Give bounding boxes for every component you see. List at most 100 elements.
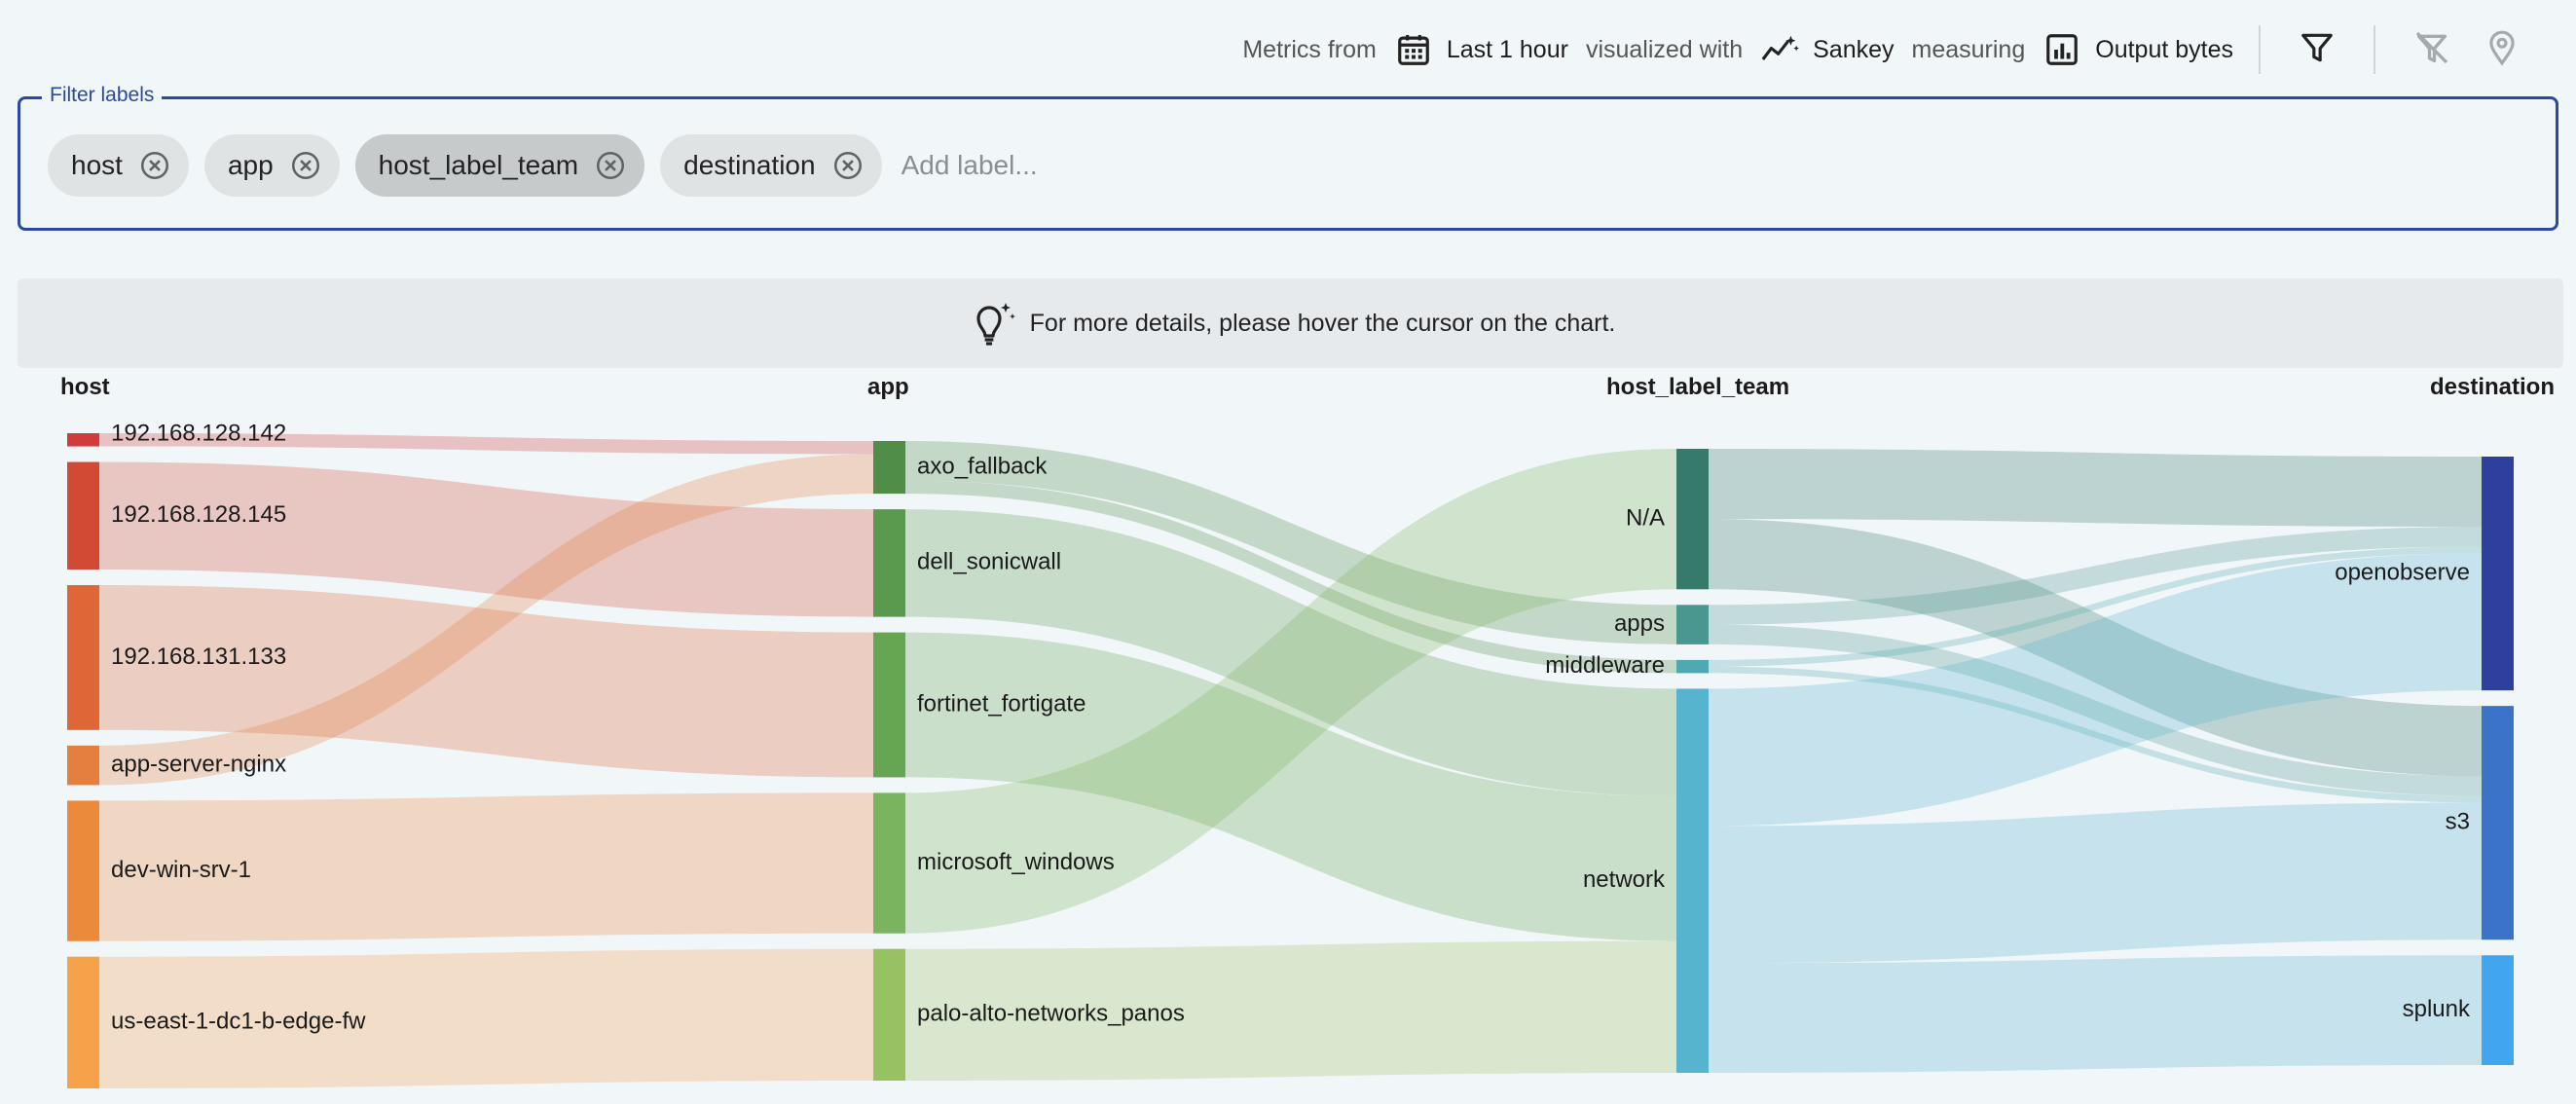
- sankey-link[interactable]: [99, 585, 873, 778]
- sankey-link[interactable]: [1709, 519, 2482, 777]
- sankey-node-s3[interactable]: [2482, 706, 2514, 940]
- sankey-node-us-east-1-dc1-b-edge-fw[interactable]: [67, 956, 99, 1088]
- sankey-node-fortinet_fortigate[interactable]: [873, 632, 905, 778]
- column-header-destination: destination: [2429, 374, 2555, 400]
- sankey-node-network[interactable]: [1676, 688, 1709, 1073]
- remove-chip-icon[interactable]: [594, 149, 627, 182]
- chip-label: host: [71, 150, 123, 180]
- sankey-link[interactable]: [905, 480, 1676, 674]
- sankey-link[interactable]: [1709, 546, 2482, 667]
- sankey-node-192.168.128.145[interactable]: [67, 461, 99, 570]
- sankey-node-axo_fallback[interactable]: [873, 441, 905, 495]
- remove-chip-icon[interactable]: [138, 149, 171, 182]
- sankey-link[interactable]: [99, 461, 873, 617]
- sankey-link[interactable]: [99, 433, 873, 455]
- sankey-node-label: s3: [2446, 809, 2470, 835]
- metric-selector[interactable]: Output bytes: [2042, 30, 2233, 69]
- sankey-node-apps[interactable]: [1676, 605, 1709, 644]
- metrics-from-text: Metrics from: [1242, 35, 1377, 63]
- chip-host-label-team[interactable]: host_label_team: [354, 134, 645, 197]
- sankey-link[interactable]: [1709, 624, 2482, 796]
- sankey-link[interactable]: [1709, 666, 2482, 803]
- sankey-link[interactable]: [99, 454, 873, 786]
- sankey-node-label: 192.168.128.142: [111, 420, 286, 446]
- sankey-link[interactable]: [1709, 449, 2482, 528]
- toolbar-divider-2: [2374, 25, 2375, 74]
- visualization-selector[interactable]: Sankey: [1760, 30, 1895, 69]
- sankey-node-label: us-east-1-dc1-b-edge-fw: [111, 1009, 366, 1035]
- sankey-node-192.168.128.142[interactable]: [67, 433, 99, 447]
- sankey-node-label: palo-alto-networks_panos: [917, 1001, 1185, 1027]
- lightbulb-icon: [966, 299, 1016, 348]
- filter-icon: [2299, 29, 2336, 71]
- time-range-selector[interactable]: Last 1 hour: [1394, 30, 1568, 69]
- remove-chip-icon[interactable]: [831, 149, 865, 182]
- sankey-link[interactable]: [905, 632, 1676, 941]
- location-button[interactable]: [2479, 26, 2525, 73]
- bar-chart-icon: [2042, 30, 2081, 69]
- sankey-link[interactable]: [905, 509, 1676, 796]
- sankey-node-label: fortinet_fortigate: [917, 690, 1086, 717]
- visualized-with-text: visualized with: [1585, 35, 1744, 63]
- visualization-label: Sankey: [1813, 35, 1895, 63]
- filter-legend: Filter labels: [42, 84, 163, 107]
- sankey-node-label: N/A: [1626, 504, 1665, 531]
- sankey-node-middleware[interactable]: [1676, 659, 1709, 674]
- filter-labels-box: Filter labels host app host_label_team d…: [18, 84, 2558, 231]
- sankey-node-label: splunk: [2403, 996, 2471, 1022]
- sankey-node-label: openobserve: [2335, 559, 2470, 585]
- sankey-node-label: axo_fallback: [917, 453, 1048, 479]
- sankey-link[interactable]: [905, 441, 1676, 644]
- add-label-input[interactable]: [899, 149, 1293, 182]
- sankey-link[interactable]: [905, 449, 1676, 934]
- column-header-host-label-team: host_label_team: [1606, 374, 1790, 400]
- measuring-text: measuring: [1911, 35, 2026, 63]
- sankey-link[interactable]: [99, 792, 873, 941]
- remove-chip-icon[interactable]: [289, 149, 322, 182]
- chip-host[interactable]: host: [48, 134, 189, 197]
- sankey-node-dell_sonicwall[interactable]: [873, 509, 905, 617]
- sankey-node-label: 192.168.128.145: [111, 501, 286, 528]
- toolbar: Metrics from Last 1 hour visualized with…: [1229, 18, 2537, 82]
- hint-banner: For more details, please hover the curso…: [18, 278, 2563, 368]
- toolbar-divider: [2259, 25, 2261, 74]
- hint-text: For more details, please hover the curso…: [1029, 309, 1616, 337]
- sankey-node-palo-alto-networks_panos[interactable]: [873, 948, 905, 1081]
- sankey-node-splunk[interactable]: [2482, 955, 2514, 1065]
- column-header-host: host: [60, 374, 110, 400]
- time-range-label: Last 1 hour: [1446, 35, 1568, 63]
- column-header-app: app: [867, 374, 909, 400]
- sankey-chart-icon: [1760, 30, 1800, 69]
- sankey-node-label: middleware: [1545, 652, 1665, 679]
- sankey-link[interactable]: [99, 948, 873, 1088]
- sankey-node-label: network: [1583, 866, 1666, 893]
- sankey-node-app-server-nginx[interactable]: [67, 745, 99, 786]
- location-pin-icon: [2484, 28, 2521, 72]
- chip-app[interactable]: app: [203, 134, 340, 197]
- sankey-node-label: apps: [1614, 610, 1665, 637]
- calendar-icon: [1394, 30, 1433, 69]
- sankey-node-192.168.131.133[interactable]: [67, 585, 99, 730]
- sankey-node-label: 192.168.131.133: [111, 644, 286, 670]
- chip-label: destination: [683, 150, 816, 180]
- sankey-link[interactable]: [1709, 955, 2482, 1073]
- sankey-link[interactable]: [905, 940, 1676, 1081]
- sankey-node-label: dell_sonicwall: [917, 549, 1061, 575]
- sankey-node-openobserve[interactable]: [2482, 457, 2514, 691]
- sankey-node-label: dev-win-srv-1: [111, 857, 251, 883]
- metric-label: Output bytes: [2095, 35, 2233, 63]
- chip-list: host app host_label_team destination: [48, 134, 1293, 197]
- chip-label: app: [227, 150, 274, 180]
- chip-label: host_label_team: [378, 150, 579, 180]
- clear-filter-icon: [2412, 28, 2451, 72]
- clear-filter-button[interactable]: [2409, 26, 2455, 73]
- sankey-node-microsoft_windows[interactable]: [873, 792, 905, 934]
- sankey-link[interactable]: [1709, 802, 2482, 964]
- sankey-node-N/A[interactable]: [1676, 449, 1709, 590]
- sankey-link[interactable]: [1709, 553, 2482, 827]
- sankey-link[interactable]: [1709, 527, 2482, 625]
- filter-button[interactable]: [2294, 26, 2340, 73]
- chip-destination[interactable]: destination: [660, 134, 882, 197]
- sankey-node-dev-win-srv-1[interactable]: [67, 800, 99, 941]
